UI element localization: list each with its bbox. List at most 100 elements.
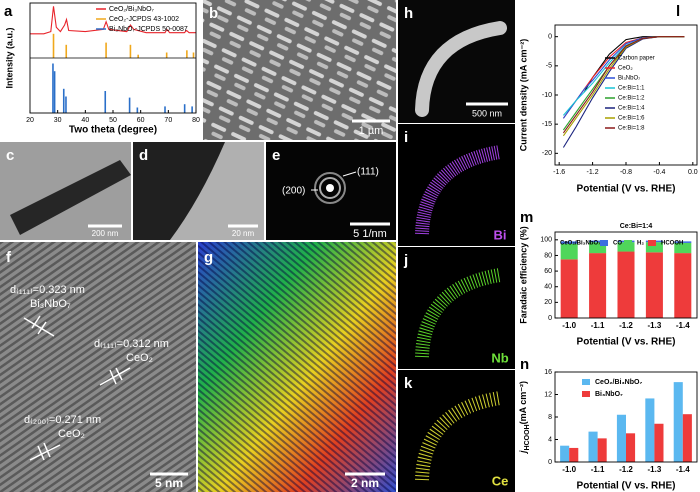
y-tick-label: 20 <box>544 299 552 306</box>
panel-b: b 1 µm <box>203 0 396 140</box>
legend-swatch <box>648 240 656 246</box>
legend-swatch <box>600 240 608 246</box>
scale-label: 500 nm <box>472 108 502 118</box>
legend-label: Bi₃NbO₇-JCPDS 50-0087 <box>109 26 188 33</box>
x-tick-label: 80 <box>192 117 200 124</box>
spot-label: (200) <box>282 186 305 197</box>
panel-label: l <box>676 3 680 20</box>
annotation: d₍₁₁₁₎=0.312 nm <box>94 338 169 350</box>
legend-label: Ce:Bi=1:6 <box>618 116 645 122</box>
panel-label: b <box>209 5 218 22</box>
panel-g: g 2 nm <box>198 242 396 492</box>
x-axis-label: Potential (V vs. RHE) <box>577 481 676 492</box>
y-axis-label: jHCOOH(mA cm⁻²) <box>518 381 530 454</box>
legend-label: CO <box>613 241 622 247</box>
bar-segment <box>674 242 692 254</box>
annotation: CeO₂ <box>58 428 85 440</box>
element-map <box>415 391 502 481</box>
y-tick-label: 0 <box>548 315 552 322</box>
nanorod <box>415 21 507 117</box>
panel-k: k Ce <box>398 370 515 492</box>
panel-label: h <box>404 5 413 22</box>
y-tick-label: 8 <box>548 414 552 421</box>
x-tick-label: -1.3 <box>648 465 662 474</box>
panel-f: f d₍₁₁₁₎=0.323 nm Bi₃NbO₇ d₍₁₁₁₎=0.312 n… <box>0 242 196 492</box>
element-label: Bi <box>494 227 507 242</box>
y-tick-label: -20 <box>542 150 552 157</box>
element-map <box>415 268 502 358</box>
element-map <box>415 145 502 235</box>
element-label: Nb <box>491 350 508 365</box>
legend-label: CeO₂/Bi₃NbO₇ <box>109 6 155 13</box>
plot-frame <box>554 231 698 319</box>
plot-frame <box>554 371 698 463</box>
y-axis-label: Faradaic efficiency (%) <box>518 226 528 324</box>
bar-segment <box>589 242 607 254</box>
nanorod <box>133 142 225 240</box>
bar <box>560 445 570 462</box>
bar <box>597 438 607 462</box>
x-tick-label: -1.2 <box>619 321 633 330</box>
y-tick-label: -5 <box>546 63 552 70</box>
panel-label: i <box>404 129 408 146</box>
panel-label: a <box>4 3 13 20</box>
hrtem-image <box>0 242 196 492</box>
y-tick-label: -10 <box>542 92 552 99</box>
bar-segment <box>674 241 692 243</box>
bar <box>645 398 655 462</box>
y-tick-label: 100 <box>540 237 552 244</box>
legend-label: Ce:Bi=1:4 <box>618 106 645 112</box>
panel-label: d <box>139 147 148 164</box>
y-tick-label: -15 <box>542 121 552 128</box>
y-tick-label: 0 <box>548 459 552 466</box>
panel-label: e <box>272 147 280 164</box>
bar-segment <box>560 243 578 260</box>
scale-label: 20 nm <box>232 229 255 238</box>
element-label: Ce <box>492 473 509 488</box>
y-tick-label: 80 <box>544 252 552 259</box>
ring <box>319 177 341 199</box>
x-tick-label: -0.8 <box>620 169 632 176</box>
series-line <box>30 6 196 35</box>
bar <box>588 431 598 462</box>
annotation: Ce:Bi=1:4 <box>620 223 653 230</box>
panel-label: j <box>403 252 408 269</box>
y-axis-label-sub: HCOOH <box>524 424 531 450</box>
panel-c: c 200 nm <box>0 142 131 240</box>
bar <box>626 433 636 462</box>
legend-label: HCOOH <box>661 241 683 247</box>
spacing-marks <box>23 315 131 461</box>
x-tick-label: 0.0 <box>688 169 698 176</box>
bar <box>682 414 692 462</box>
annotation: Bi₃NbO₇ <box>30 298 71 310</box>
x-tick-label: -1.4 <box>676 321 690 330</box>
bar-segment <box>617 242 635 252</box>
arrow <box>342 171 357 177</box>
scale-label: 200 nm <box>92 229 119 238</box>
plot-frame <box>554 24 698 166</box>
y-axis-label: Current density (mA cm⁻²) <box>518 39 528 151</box>
x-tick-label: -1.1 <box>591 321 605 330</box>
panel-h: h 500 nm <box>398 0 515 123</box>
scale-label: 5 1/nm <box>353 228 387 240</box>
scale-label: 1 µm <box>359 125 384 137</box>
legend-label: H₂ <box>637 241 644 247</box>
panel-d: d 20 nm <box>133 142 264 240</box>
panel-i: i Bi <box>398 124 515 246</box>
y-tick-label: 60 <box>544 268 552 275</box>
y-tick-label: 16 <box>544 369 552 376</box>
bar-segment <box>589 253 607 318</box>
annotation: d₍₁₁₁₎=0.323 nm <box>10 284 85 296</box>
x-tick-label: 60 <box>137 117 145 124</box>
scale-label: 2 nm <box>351 476 379 490</box>
x-tick-label: -1.0 <box>562 321 576 330</box>
panel-label: c <box>6 147 14 164</box>
legend-label: CeO₂ <box>618 66 633 72</box>
x-tick-label: 20 <box>26 117 34 124</box>
y-tick-label: 40 <box>544 284 552 291</box>
bar-segment <box>589 240 607 243</box>
legend-label: Bi₃NbO₇ <box>618 76 640 82</box>
bar <box>654 423 664 462</box>
legend-label: CeO₂-JCPDS 43-1002 <box>109 16 179 23</box>
